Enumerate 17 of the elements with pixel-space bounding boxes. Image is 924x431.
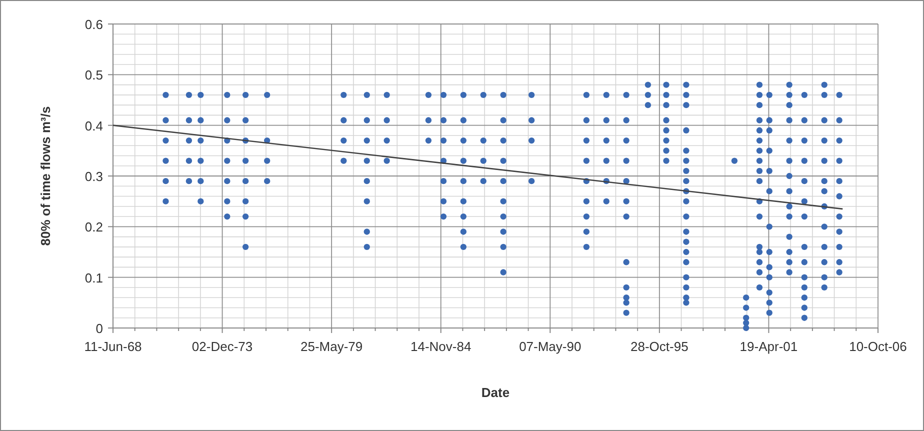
x-tick-label: 25-May-79 — [300, 339, 363, 354]
x-tick-label: 14-Nov-84 — [410, 339, 472, 354]
x-tick-label: 02-Dec-73 — [192, 339, 253, 354]
x-tick-label: 10-Oct-06 — [849, 339, 907, 354]
x-tick-label: 19-Apr-01 — [740, 339, 798, 354]
y-tick-label: 0.4 — [84, 118, 103, 134]
x-tick-label: 28-Oct-95 — [630, 339, 688, 354]
y-tick-label: 0.5 — [84, 68, 103, 83]
y-tick-label: 0 — [96, 321, 103, 336]
x-tick-label: 11-Jun-68 — [84, 339, 142, 354]
x-tick-label: 07-May-90 — [519, 339, 582, 354]
y-tick-label: 0.6 — [84, 17, 103, 32]
y-tick-label: 0.1 — [84, 270, 103, 286]
y-axis-title: 80% of time flows m³/s — [38, 106, 53, 246]
y-tick-label: 0.2 — [84, 220, 103, 235]
x-axis-title: Date — [481, 385, 510, 400]
y-tick-label: 0.3 — [84, 169, 103, 184]
